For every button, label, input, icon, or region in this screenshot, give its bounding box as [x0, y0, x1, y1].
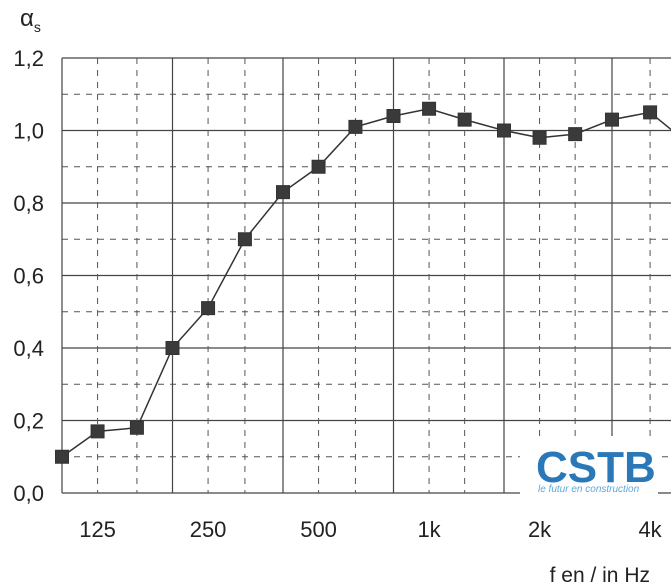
- x-axis-label: f en / in Hz: [550, 564, 650, 587]
- data-point: [532, 130, 547, 145]
- y-tick-label: 0,4: [13, 336, 44, 361]
- x-tick-label: 2k: [528, 517, 552, 542]
- data-point: [165, 341, 180, 355]
- data-point: [90, 424, 105, 439]
- data-point: [497, 123, 511, 138]
- data-point: [276, 185, 290, 200]
- x-tick-label: 125: [79, 517, 116, 542]
- data-point: [604, 112, 619, 127]
- data-series: [55, 101, 671, 464]
- logo-background: [520, 436, 658, 494]
- y-axis-label-main: α: [20, 5, 34, 32]
- cstb-logo: CSTB le futur en construction: [520, 436, 658, 495]
- x-axis-ticks: 125 250 500 1k 2k 4k: [79, 517, 662, 542]
- data-point: [55, 449, 69, 464]
- y-tick-label: 0,8: [13, 191, 44, 216]
- grid: [61, 57, 671, 494]
- data-point: [422, 101, 437, 116]
- y-tick-label: 1,2: [13, 46, 44, 71]
- x-tick-label: 250: [190, 517, 227, 542]
- y-tick-label: 1,0: [13, 119, 44, 144]
- data-point: [386, 109, 401, 123]
- x-tick-label: 500: [300, 517, 337, 542]
- data-point: [348, 119, 363, 134]
- y-axis-label-subscript: s: [34, 19, 41, 35]
- logo-tagline: le futur en construction: [538, 484, 640, 495]
- y-axis-label: αs: [20, 5, 41, 35]
- y-axis-ticks: 0,0 0,2 0,4 0,6 0,8 1,0 1,2: [13, 46, 44, 506]
- data-point: [568, 127, 583, 142]
- y-tick-label: 0,6: [13, 264, 44, 289]
- data-point: [457, 112, 472, 127]
- data-point: [201, 301, 216, 316]
- series-line: [61, 107, 671, 458]
- data-point: [129, 420, 144, 435]
- x-tick-label: 1k: [417, 517, 441, 542]
- logo-wordmark: CSTB: [536, 443, 656, 492]
- data-point: [237, 232, 252, 247]
- x-tick-label: 4k: [638, 517, 662, 542]
- data-point: [643, 105, 658, 120]
- y-tick-label: 0,2: [13, 409, 44, 434]
- data-point: [311, 159, 326, 174]
- y-tick-label: 0,0: [13, 481, 44, 506]
